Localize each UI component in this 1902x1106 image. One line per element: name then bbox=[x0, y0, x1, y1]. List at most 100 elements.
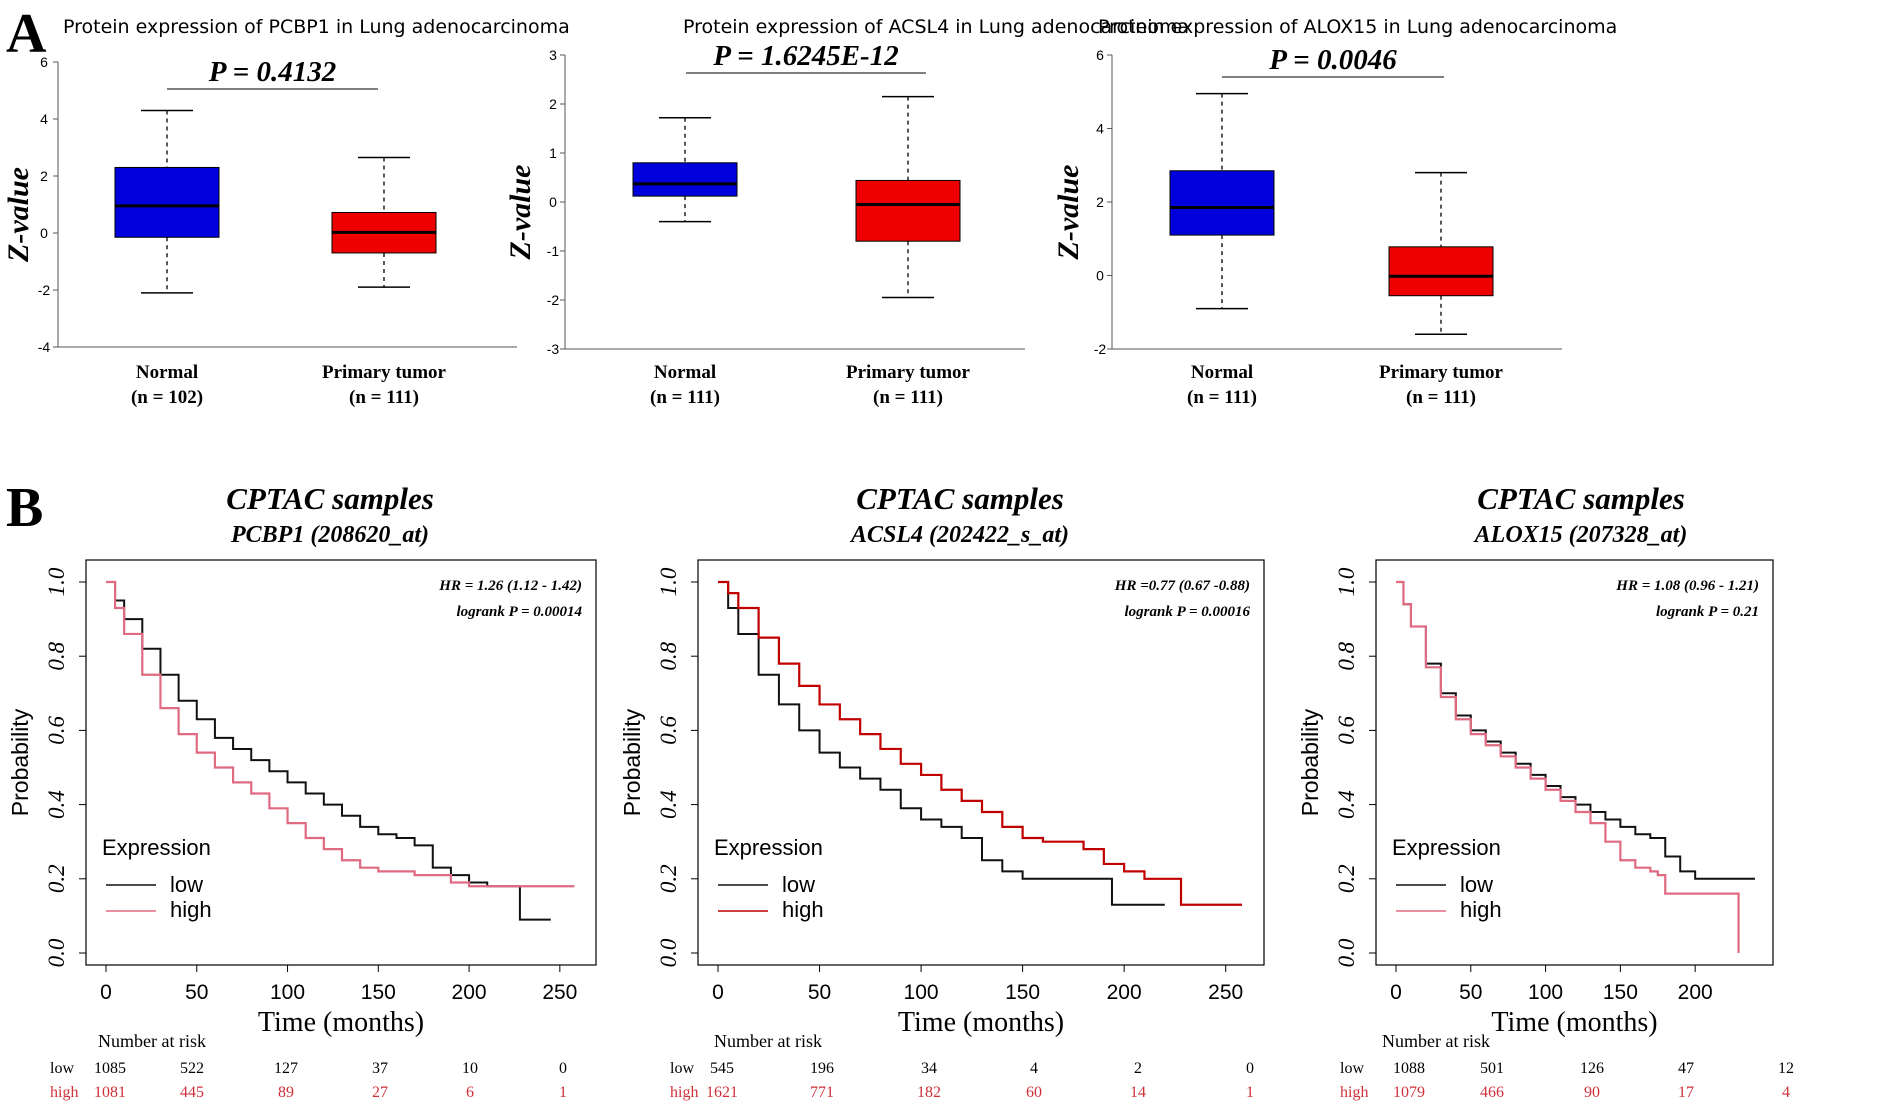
y-tick-label: 0 bbox=[40, 225, 48, 241]
logrank-p: logrank P = 0.00014 bbox=[456, 604, 582, 620]
y-axis-label: Z-value bbox=[504, 165, 537, 261]
y-tick-label: 2 bbox=[549, 96, 557, 112]
x-tick-label: 0 bbox=[1390, 981, 1402, 1004]
hazard-ratio: HR =0.77 (0.67 -0.88) bbox=[1114, 578, 1250, 594]
risk-high-value: 60 bbox=[1026, 1084, 1042, 1101]
km-frame bbox=[697, 559, 1265, 966]
risk-high-value: 89 bbox=[278, 1084, 294, 1101]
normal-box bbox=[1169, 170, 1275, 236]
group-n: (n = 111) bbox=[650, 387, 720, 408]
y-tick-label: -2 bbox=[547, 292, 560, 308]
km-subtitle: ALOX15 (207328_at) bbox=[1473, 522, 1688, 548]
risk-table-header: Number at risk bbox=[1382, 1031, 1490, 1051]
survival-curve-high bbox=[718, 580, 1242, 906]
km-title: CPTAC samples bbox=[1477, 481, 1685, 516]
risk-high-value: 6 bbox=[466, 1084, 474, 1101]
pvalue-label: P = 0.4132 bbox=[208, 56, 336, 88]
y-axis-label: Probability bbox=[619, 708, 645, 816]
legend-title: Expression bbox=[102, 835, 211, 860]
risk-low-value: 0 bbox=[1246, 1060, 1254, 1077]
risk-label-low: low bbox=[670, 1060, 694, 1077]
y-tick-label: 1.0 bbox=[44, 567, 69, 596]
logrank-p: logrank P = 0.00016 bbox=[1124, 604, 1250, 620]
risk-label-high: high bbox=[670, 1084, 698, 1101]
legend-label-low: low bbox=[782, 872, 815, 897]
boxplot-title: Protein expression of ALOX15 in Lung ade… bbox=[1098, 16, 1617, 38]
risk-label-low: low bbox=[50, 1060, 74, 1077]
y-tick-label: -1 bbox=[547, 243, 560, 259]
x-tick-label: 50 bbox=[185, 981, 208, 1004]
pvalue-label: P = 0.0046 bbox=[1268, 44, 1397, 76]
risk-low-value: 4 bbox=[1030, 1060, 1038, 1077]
y-tick-label: 3 bbox=[549, 47, 557, 63]
x-tick-label: 250 bbox=[542, 981, 577, 1004]
x-tick-label: 150 bbox=[361, 981, 396, 1004]
x-tick-label: 100 bbox=[270, 981, 305, 1004]
y-tick-label: 0.2 bbox=[44, 864, 69, 893]
legend-title: Expression bbox=[1392, 835, 1501, 860]
risk-low-value: 522 bbox=[180, 1060, 204, 1077]
hazard-ratio: HR = 1.26 (1.12 - 1.42) bbox=[438, 578, 582, 594]
y-tick-label: -2 bbox=[1094, 341, 1107, 357]
y-tick-label: -4 bbox=[38, 339, 51, 355]
risk-low-value: 501 bbox=[1480, 1060, 1504, 1077]
risk-high-value: 771 bbox=[810, 1084, 834, 1101]
y-tick-label: 4 bbox=[1096, 121, 1104, 137]
y-tick-label: 0.0 bbox=[656, 938, 681, 967]
boxplot-title: Protein expression of ACSL4 in Lung aden… bbox=[683, 16, 1189, 38]
y-tick-label: 6 bbox=[1096, 47, 1104, 63]
x-tick-label: 50 bbox=[1459, 981, 1482, 1004]
risk-high-value: 1079 bbox=[1393, 1084, 1425, 1101]
risk-high-value: 14 bbox=[1130, 1084, 1146, 1101]
y-tick-label: 0.8 bbox=[44, 641, 69, 670]
risk-high-value: 4 bbox=[1782, 1084, 1790, 1101]
y-tick-label: 0 bbox=[549, 194, 557, 210]
km-frame bbox=[85, 559, 597, 966]
x-axis-label: Time (months) bbox=[898, 1007, 1064, 1038]
km-plot-2: CPTAC samples ACSL4 (202422_s_at) 0.0 0.2 0.… bbox=[619, 481, 1265, 1101]
x-axis-label: Time (months) bbox=[258, 1007, 424, 1038]
km-subtitle: PCBP1 (208620_at) bbox=[230, 522, 429, 548]
y-tick-label: 1 bbox=[549, 145, 557, 161]
x-tick-label: 150 bbox=[1603, 981, 1638, 1004]
x-tick-label: 0 bbox=[100, 981, 112, 1004]
y-axis-label: Z-value bbox=[1052, 165, 1085, 261]
group-n: (n = 111) bbox=[349, 387, 419, 408]
y-axis-label: Z-value bbox=[2, 167, 35, 263]
risk-label-low: low bbox=[1340, 1060, 1364, 1077]
tumor-box bbox=[1388, 246, 1494, 297]
charts: Protein expression of PCBP1 in Lung aden… bbox=[2, 16, 1794, 1101]
risk-label-high: high bbox=[50, 1084, 78, 1101]
y-tick-label: 2 bbox=[40, 168, 48, 184]
risk-low-value: 126 bbox=[1580, 1060, 1604, 1077]
survival-curve-high bbox=[106, 580, 575, 888]
risk-low-value: 10 bbox=[462, 1060, 478, 1077]
y-tick-label: 1.0 bbox=[656, 567, 681, 596]
y-tick-label: -3 bbox=[547, 341, 560, 357]
x-tick-label: 150 bbox=[1005, 981, 1040, 1004]
legend-label-low: low bbox=[170, 872, 203, 897]
risk-high-value: 466 bbox=[1480, 1084, 1504, 1101]
group-name: Primary tumor bbox=[846, 362, 971, 383]
risk-low-value: 1085 bbox=[94, 1060, 126, 1077]
risk-low-value: 1088 bbox=[1393, 1060, 1425, 1077]
panel-label-a: A bbox=[6, 3, 47, 65]
risk-high-value: 1081 bbox=[94, 1084, 126, 1101]
x-tick-label: 50 bbox=[808, 981, 831, 1004]
risk-high-value: 1 bbox=[1246, 1084, 1254, 1101]
x-tick-label: 0 bbox=[712, 981, 724, 1004]
risk-low-value: 12 bbox=[1778, 1060, 1794, 1077]
y-tick-label: 0.8 bbox=[1334, 641, 1359, 670]
risk-high-value: 182 bbox=[917, 1084, 941, 1101]
y-axis-label: Probability bbox=[1297, 708, 1323, 816]
boxplot-3: Protein expression of ALOX15 in Lung ade… bbox=[1052, 16, 1617, 408]
y-tick-label: -2 bbox=[38, 282, 51, 298]
logrank-p: logrank P = 0.21 bbox=[1656, 604, 1759, 620]
risk-low-value: 196 bbox=[810, 1060, 834, 1077]
panel-label-b: B bbox=[6, 477, 43, 539]
risk-high-value: 1621 bbox=[706, 1084, 738, 1101]
boxplot-2: Protein expression of ACSL4 in Lung aden… bbox=[504, 16, 1189, 408]
group-n: (n = 102) bbox=[131, 387, 203, 408]
y-tick-label: 0.8 bbox=[656, 641, 681, 670]
